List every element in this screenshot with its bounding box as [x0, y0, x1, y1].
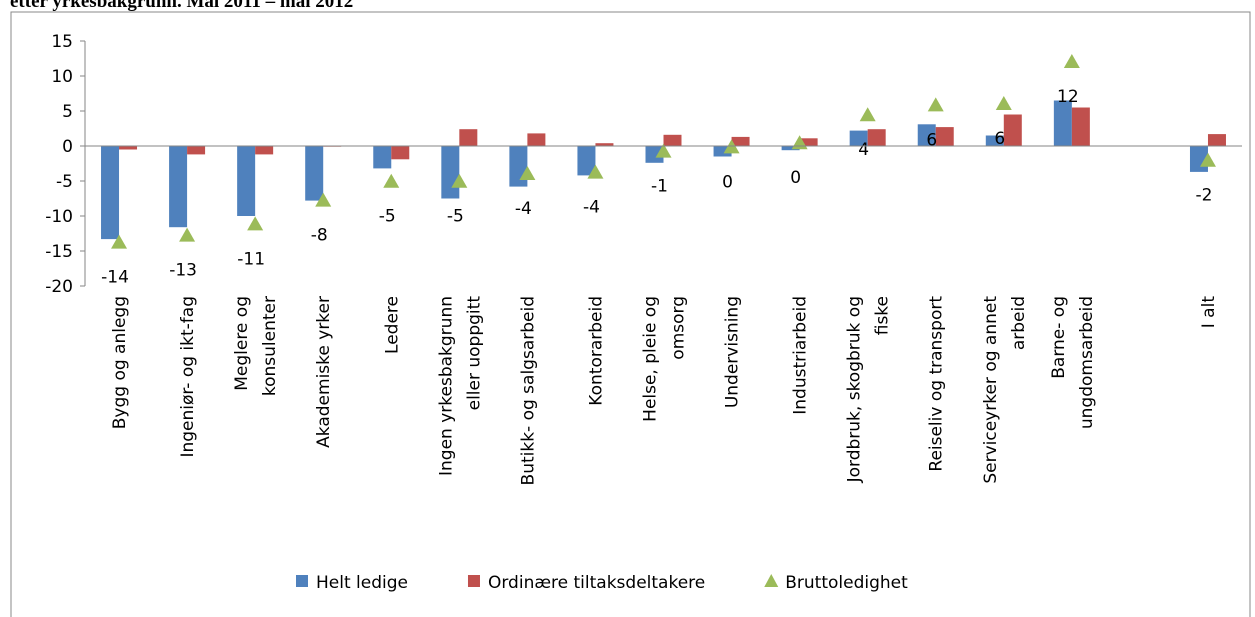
bar — [237, 146, 256, 216]
y-tick-label: 0 — [62, 137, 73, 157]
data-label: -5 — [379, 207, 396, 227]
bar — [373, 146, 392, 169]
x-tick-label: Barne- og ungdomsarbeid — [1049, 296, 1097, 429]
data-label: -1 — [651, 177, 668, 197]
data-label: -13 — [169, 261, 197, 281]
bar — [663, 134, 682, 146]
x-tick-label: Ingeniør- og ikt-fag — [178, 296, 198, 458]
marker — [519, 166, 536, 180]
marker — [1199, 152, 1216, 167]
x-tick-label: Jordbruk, skogbruk og fiske — [845, 296, 893, 483]
bar — [187, 146, 206, 155]
x-tick-label: I alt — [1199, 296, 1219, 329]
data-label: 12 — [1057, 87, 1079, 107]
marker — [383, 173, 400, 188]
legend-label: Bruttoledighet — [785, 573, 908, 593]
marker — [315, 192, 332, 207]
legend-label: Ordinære tiltaksdeltakere — [488, 573, 705, 593]
marker — [587, 164, 604, 179]
bar — [849, 130, 868, 146]
data-label: 4 — [858, 140, 869, 160]
bar — [935, 127, 954, 146]
marker — [927, 97, 944, 112]
data-label: 6 — [926, 130, 937, 150]
bar — [867, 129, 886, 146]
x-tick-label: Butikk- og salgsarbeid — [518, 296, 538, 485]
bar — [527, 133, 546, 146]
x-tick-label: Ledere — [382, 296, 402, 354]
bar — [781, 146, 800, 151]
x-tick-label: Serviceyrker og annet arbeid — [981, 296, 1029, 484]
marker — [1063, 54, 1080, 68]
x-tick-label: Undervisning — [723, 296, 743, 408]
y-tick-label: 15 — [51, 32, 73, 52]
bar — [255, 146, 274, 155]
marker — [859, 107, 876, 122]
bar — [1071, 107, 1090, 146]
marker — [247, 216, 264, 231]
bar — [1207, 134, 1226, 146]
bar — [799, 138, 818, 146]
x-tick-label: Meglere og konsulenter — [232, 296, 280, 396]
data-label: -4 — [583, 198, 600, 218]
bar — [595, 143, 614, 146]
bar — [917, 124, 936, 146]
data-label: 0 — [722, 172, 733, 192]
data-label: -14 — [101, 268, 129, 288]
x-tick-label: Ingen yrkesbakgrunn eller uoppgitt — [436, 296, 484, 476]
legend-swatch — [467, 575, 480, 587]
x-tick-label: Reiseliv og transport — [927, 296, 947, 472]
bar — [101, 146, 120, 240]
x-tick-label: Bygg og anlegg — [110, 296, 130, 429]
bar — [169, 146, 188, 228]
y-tick-label: 5 — [62, 102, 73, 122]
bar — [441, 146, 460, 199]
marker — [995, 96, 1012, 110]
data-label: -8 — [311, 226, 328, 246]
bar — [1003, 114, 1022, 146]
bar — [391, 146, 410, 160]
bar — [577, 146, 596, 176]
data-label: 6 — [994, 129, 1005, 149]
bar — [985, 135, 1004, 146]
marker — [451, 173, 468, 188]
marker — [655, 143, 672, 158]
legend-swatch — [296, 575, 308, 587]
data-label: -4 — [515, 199, 532, 219]
bar — [459, 129, 478, 146]
bar — [305, 146, 324, 201]
chart-title: etter yrkesbakgrunn. Mai 2011 – mai 2012 — [10, 0, 353, 12]
data-label: -11 — [237, 249, 265, 269]
x-tick-label: Akademiske yrker — [314, 296, 334, 448]
marker — [111, 234, 128, 249]
bar — [119, 146, 138, 150]
bar — [645, 146, 664, 163]
marker — [179, 227, 196, 242]
data-label: -2 — [1195, 186, 1212, 206]
x-tick-label: Industriarbeid — [791, 296, 811, 415]
y-tick-label: 10 — [51, 67, 73, 87]
y-tick-label: -10 — [45, 207, 73, 227]
legend-swatch — [764, 574, 779, 587]
bar — [509, 146, 528, 187]
legend-label: Helt ledige — [316, 573, 408, 593]
x-tick-label: Kontorarbeid — [586, 296, 606, 406]
y-tick-label: -20 — [45, 277, 73, 297]
y-tick-label: -5 — [56, 172, 73, 192]
y-tick-label: -15 — [45, 242, 73, 262]
x-tick-label: Helse, pleie og omsorg — [641, 296, 689, 422]
bar — [713, 146, 732, 157]
data-label: 0 — [790, 168, 801, 188]
bar — [1053, 100, 1072, 146]
data-label: -5 — [447, 207, 464, 227]
chart-frame — [10, 11, 1251, 617]
bar — [731, 136, 750, 146]
